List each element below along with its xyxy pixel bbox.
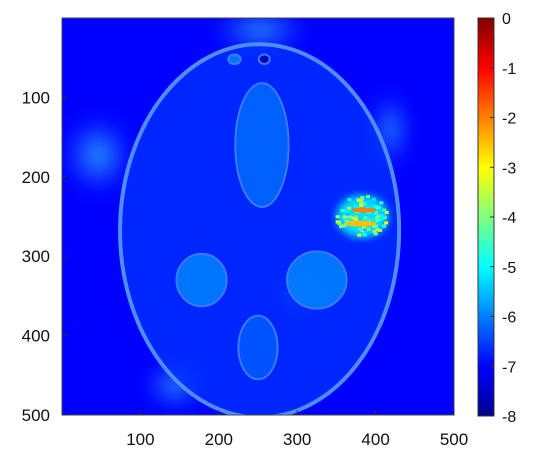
colorbar-tick-label: -8: [502, 409, 516, 426]
hotspot-speckle: [362, 228, 367, 232]
y-tick-label: 500: [22, 406, 50, 425]
colorbar-tick-label: -2: [502, 111, 516, 128]
regions-layer: [118, 42, 402, 415]
hotspot-speckle: [340, 215, 345, 219]
hotspot-speckle: [343, 215, 348, 219]
hotspot-speckle: [359, 197, 364, 201]
hotspot-streak-lower: [345, 220, 377, 227]
hotspot-speckle: [359, 200, 364, 204]
region-left-circle: [175, 252, 228, 308]
x-tick-label: 400: [361, 430, 389, 449]
hotspot-speckle: [360, 196, 365, 200]
hotspot-speckle: [382, 224, 387, 228]
hotspot-speckle: [384, 210, 389, 214]
y-tick-label: 100: [22, 88, 50, 107]
hotspot-speckle: [381, 213, 386, 217]
hotspot-streak-upper: [351, 207, 377, 213]
colorbar-tick-label: -1: [502, 61, 516, 78]
colorbar: 0 -1 -2 -3 -4 -5 -6 -7 -8: [477, 11, 516, 426]
hotspot-speckle: [374, 211, 379, 215]
hotspot-speckle: [345, 212, 350, 216]
hotspot-speckle: [340, 209, 345, 213]
hotspot-speckle: [366, 227, 371, 231]
region-small-square-right: [257, 53, 271, 66]
hotspot-speckle: [347, 215, 352, 219]
hotspot-speckle: [347, 198, 352, 202]
hotspot-speckle: [382, 208, 387, 212]
colorbar-tick-label: -4: [502, 210, 516, 227]
hotspot-speckle: [343, 209, 348, 213]
y-tick-label: 200: [22, 168, 50, 187]
hotspot-speckle: [373, 232, 378, 236]
hotspot-speckle: [371, 197, 376, 201]
hotspot-speckle: [372, 229, 377, 233]
hotspot-speckle: [375, 219, 380, 223]
hotspot-speckle: [375, 215, 380, 219]
region-lower-ellipse: [237, 314, 279, 381]
region-head-outline: [118, 42, 402, 415]
y-tick-label: 400: [22, 327, 50, 346]
colorbar-ticks: 0 -1 -2 -3 -4 -5 -6 -7 -8: [490, 11, 516, 426]
hotspot-speckle: [377, 205, 382, 209]
hotspot-speckle: [378, 211, 383, 215]
hotspot-speckle: [360, 228, 365, 232]
colorbar-tick-label: -6: [502, 310, 516, 327]
hotspot-speckle: [375, 228, 380, 232]
region-right-circle: [286, 250, 348, 310]
hotspot-speckle: [347, 206, 352, 210]
hotspot-speckle: [382, 215, 387, 219]
hotspot-speckle: [357, 227, 362, 231]
hotspot-speckle: [366, 217, 371, 221]
x-tick-label: 200: [205, 430, 233, 449]
left-glow: [63, 115, 133, 195]
hotspot-speckle: [342, 224, 347, 228]
x-axis: 100 200 300 400 500: [126, 410, 468, 449]
top-glow: [210, 18, 310, 52]
hotspot-speckle: [337, 221, 342, 225]
colorbar-tick-label: -3: [502, 160, 516, 177]
hotspot-speckle: [339, 225, 344, 229]
hotspot-speckle: [357, 198, 362, 202]
x-tick-label: 300: [283, 430, 311, 449]
hotspot-speckle: [362, 233, 367, 237]
colorbar-tick-label: -5: [502, 260, 516, 277]
y-tick-label: 300: [22, 247, 50, 266]
hotspot-speckle: [370, 220, 375, 224]
hotspot-speckle: [367, 210, 372, 214]
plot-area: [62, 18, 454, 415]
hotspot-speckle: [378, 217, 383, 221]
hotspot-speckle: [359, 202, 364, 206]
hotspot-speckle: [346, 211, 351, 215]
plot-frame: [61, 17, 455, 416]
hotspot-speckle: [357, 233, 362, 237]
hotspot-speckle: [366, 195, 371, 199]
y-axis: 100 200 300 400 500: [22, 88, 67, 425]
hotspot-speckle: [362, 226, 367, 230]
hotspot-speckle: [353, 215, 358, 219]
hotspot-speckle: [384, 221, 389, 225]
hotspot-layer: [335, 195, 389, 238]
hotspot-speckle: [378, 228, 383, 232]
hotspot-speckle: [374, 224, 379, 228]
hotspot-speckle: [351, 216, 356, 220]
hotspot-speckle: [353, 217, 358, 221]
hotspot-speckle: [345, 219, 350, 223]
x-tick-label: 500: [440, 430, 468, 449]
region-small-square-left: [227, 53, 242, 66]
region-upper-ellipse: [234, 82, 290, 208]
x-tick-label: 100: [126, 430, 154, 449]
colorbar-tick-label: -7: [502, 359, 516, 376]
hotspot-speckle: [362, 202, 367, 206]
hotspot-speckle: [379, 201, 384, 205]
hotspot-speckle: [358, 218, 363, 222]
hotspot-speckle: [377, 213, 382, 217]
hotspot-speckle: [353, 204, 358, 208]
hotspot-speckle: [363, 216, 368, 220]
hotspot-speckle: [335, 215, 340, 219]
hotspot-speckle: [373, 205, 378, 209]
colorbar-tick-label: 0: [502, 11, 511, 28]
